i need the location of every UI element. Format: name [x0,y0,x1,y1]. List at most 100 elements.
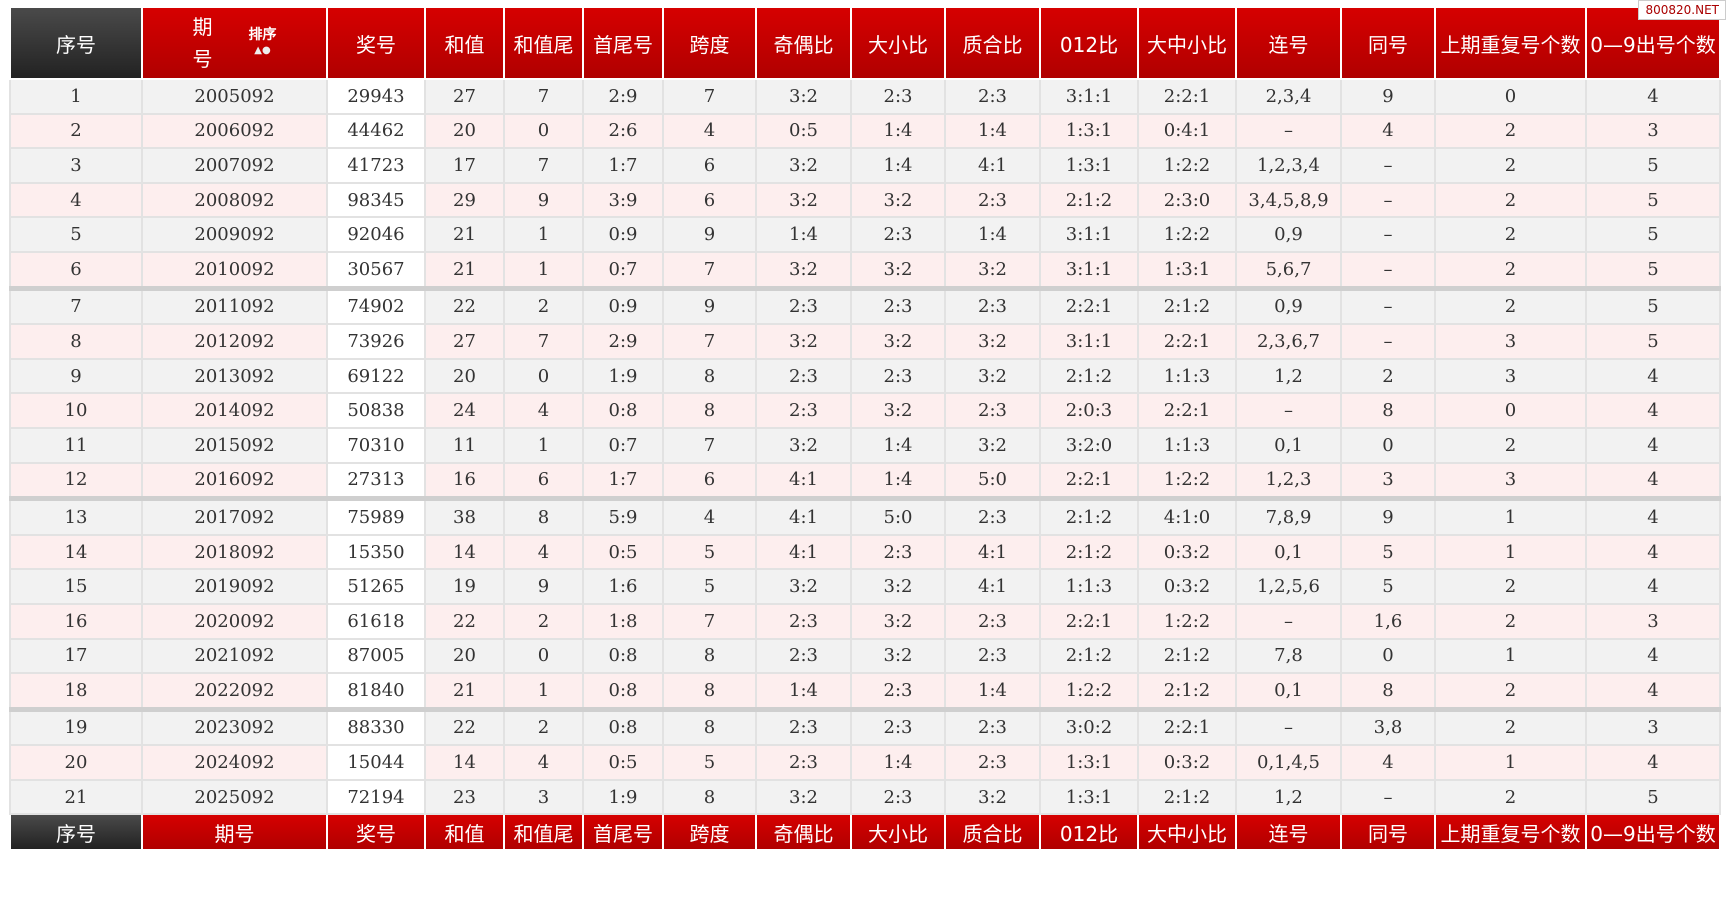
table-cell: 3:2 [944,426,1041,464]
table-cell: 15350 [326,533,426,571]
table-cell: 1 [503,250,584,290]
sort-button[interactable]: 排序 ▲● [249,27,277,59]
header-row: 序号 期号 排序 ▲● 奖号 和值 和值尾 首尾号 跨度 奇偶比 大小比 质合比 012比 大中小比 连号同… [9,6,1721,80]
table-cell: 4 [1585,533,1721,571]
table-cell: 4:1 [755,533,852,571]
table-cell: 73926 [326,323,426,360]
sort-arrow: ▲● [254,45,271,56]
table-cell: 4 [662,496,757,536]
table-cell: 0:7 [582,426,664,464]
table-cell: 2:3 [944,496,1041,536]
table-cell: 22 [424,706,505,747]
table-cell: – [1235,706,1342,747]
footer-cell: 0—9出号个数 [1585,813,1721,852]
table-cell: 2,3,6,7 [1235,323,1342,360]
table-cell: 22 [424,285,505,326]
table-row: 17 2021092 87005 20 0 0:8 8 2:3 3:2 2:3 2:1:2 2:1:2… [9,637,1721,675]
table-row: 9 2013092 69122 20 0 1:9 8 2:3 2:3 3:2 2:1:2 1:1:3 1… [9,357,1721,395]
table-cell: 1:8 [582,602,664,640]
footer-cell: 期号 [141,813,328,852]
table-cell: 14 [9,533,143,571]
table-cell: 3 [503,778,584,816]
table-cell: 7 [662,602,757,640]
table-cell: 0,9 [1235,216,1342,253]
table-cell: 2:2:1 [1039,461,1139,500]
table-cell: 2007092 [141,147,328,184]
table-cell: 8 [503,496,584,536]
sort-label: 排序 [248,27,277,43]
table-cell: 1,2 [1235,357,1342,395]
table-cell: 2:3 [850,78,946,115]
table-cell: 1 [1434,533,1587,571]
table-cell: 0:5 [755,112,852,150]
table-cell: 2:0:3 [1039,392,1139,429]
table-cell: 2:9 [582,323,664,360]
table-cell: 4 [1340,112,1436,150]
footer-row: 序号 期号 奖号 和值 和值尾 首尾号 跨度 奇偶比 大小比 质合比 012比 大中小比 连号 同号 上期重… [9,813,1721,852]
table-cell: 21 [9,778,143,816]
table-cell: 2:1:2 [1039,357,1139,395]
table-cell: 0:7 [582,250,664,290]
table-body: 1 2005092 29943 27 7 2:9 7 3:2 2:3 2:3 3:1:1 2:2:1 2… [9,78,1721,816]
table-cell: 24 [424,392,505,429]
table-cell: 2012092 [141,323,328,360]
table-cell: – [1235,602,1342,640]
table-cell: 0 [1434,392,1587,429]
header-cell: 首尾号 [582,6,664,80]
table-cell: 4:1 [944,568,1041,605]
table-cell: 7 [662,78,757,115]
table-cell: – [1235,112,1342,150]
table-cell: 4:1 [755,461,852,500]
table-cell: 1:3:1 [1137,250,1237,290]
table-cell: 9 [662,216,757,253]
table-cell: 2:3 [944,744,1041,781]
header-text: 期号 [192,15,213,71]
table-cell: 2:3 [944,181,1041,219]
table-cell: 4 [1340,744,1436,781]
table-cell: 13 [9,496,143,536]
table-cell: 2016092 [141,461,328,500]
table-cell: 19 [424,568,505,605]
table-cell: 18 [9,672,143,711]
header-cell: 和值 [424,6,505,80]
table-cell: 0:3:2 [1137,533,1237,571]
table-cell: 2011092 [141,285,328,326]
header-cell: 跨度 [662,6,757,80]
table-cell: 9 [503,568,584,605]
table-cell: 3:0:2 [1039,706,1139,747]
table-cell: 3:2 [850,568,946,605]
table-cell: 92046 [326,216,426,253]
table-cell: 2:1:2 [1039,637,1139,675]
table-cell: 5 [1585,147,1721,184]
footer-cell: 大中小比 [1137,813,1237,852]
watermark: 800820.NET [1638,0,1726,20]
table-cell: 61618 [326,602,426,640]
header-cell: 期号 排序 ▲● [141,6,328,80]
table-cell: – [1235,392,1342,429]
table-cell: 8 [662,706,757,747]
table-cell: 1:2:2 [1137,602,1237,640]
table-cell: 21 [424,216,505,253]
table-cell: 3 [1585,112,1721,150]
table-row: 10 2014092 50838 24 4 0:8 8 2:3 3:2 2:3 2:0:3 2:2:1… [9,392,1721,429]
footer-cell: 上期重复号个数 [1434,813,1587,852]
table-cell: 3:2 [755,568,852,605]
table-cell: 2:1:2 [1137,672,1237,711]
table-cell: 2024092 [141,744,328,781]
table-cell: 23 [424,778,505,816]
table-cell: 2:2:1 [1137,323,1237,360]
table-cell: 2:2:1 [1039,285,1139,326]
table-cell: 7 [9,285,143,326]
table-cell: 20 [424,112,505,150]
header-cell: 大小比 [850,6,946,80]
table-cell: 4 [503,392,584,429]
table-cell: 16 [9,602,143,640]
table-cell: 1:4 [944,672,1041,711]
footer-cell: 奖号 [326,813,426,852]
table-cell: 2:9 [582,78,664,115]
table-cell: 1:3:1 [1039,778,1139,816]
table-cell: 17 [9,637,143,675]
table-cell: 1 [9,78,143,115]
table-cell: 2 [1434,672,1587,711]
